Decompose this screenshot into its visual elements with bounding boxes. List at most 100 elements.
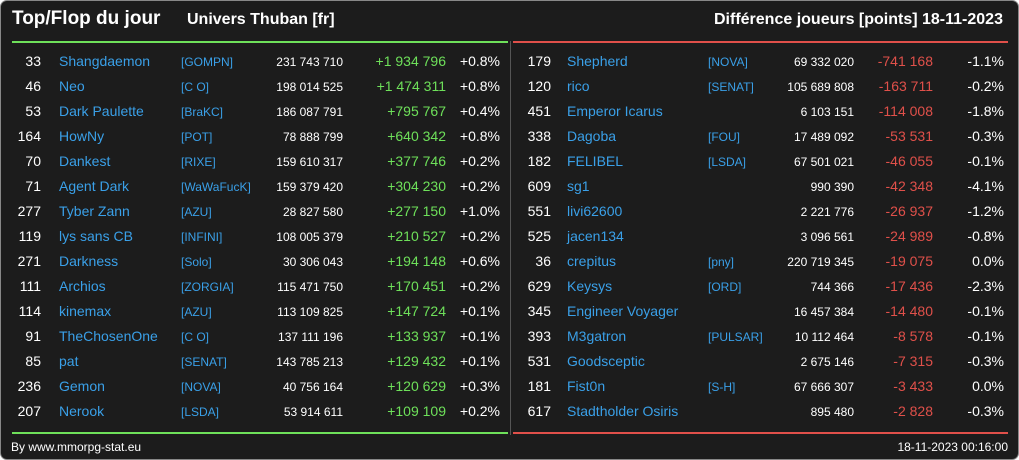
player-percent: +1.0% <box>459 203 500 219</box>
player-diff: -114 008 <box>878 103 933 119</box>
player-diff: -46 055 <box>885 153 933 169</box>
flop-table: 179 Shepherd [NOVA] 69 332 020 -741 168 -1.1%… <box>511 48 1018 423</box>
player-name-link[interactable]: lys sans CB <box>59 228 133 244</box>
player-percent: -0.3% <box>967 353 1004 369</box>
player-row: 181 Fist0n [S-H] 67 666 307 -3 433 0.0% <box>511 373 1018 398</box>
player-name-link[interactable]: Dankest <box>59 153 111 169</box>
player-row: 207 Nerook [LSDA] 53 914 611 +109 109 +0.2% <box>1 398 510 423</box>
player-name-link[interactable]: FELIBEL <box>567 153 624 169</box>
player-points: 28 827 580 <box>282 205 343 219</box>
player-alliance: [INFINI] <box>181 230 223 244</box>
player-percent: -0.1% <box>967 328 1004 344</box>
player-alliance: [GOMPN] <box>181 55 234 69</box>
player-points: 744 366 <box>810 280 854 294</box>
player-name-link[interactable]: rico <box>567 78 590 94</box>
player-alliance: [C O] <box>181 80 210 94</box>
player-diff: +109 109 <box>387 403 446 419</box>
player-percent: +0.8% <box>459 53 500 69</box>
player-diff: -163 711 <box>878 78 933 94</box>
player-name-link[interactable]: TheChosenOne <box>59 328 158 344</box>
player-name-link[interactable]: Archios <box>59 278 106 294</box>
player-alliance: [AZU] <box>181 305 212 319</box>
player-name-link[interactable]: kinemax <box>59 303 112 319</box>
player-row: 451 Emperor Icarus 6 103 151 -114 008 -1.8% <box>511 98 1018 123</box>
player-name-link[interactable]: Shepherd <box>567 53 628 69</box>
player-row: 114 kinemax [AZU] 113 109 825 +147 724 +0.1% <box>1 298 510 323</box>
player-rank: 451 <box>527 103 551 119</box>
player-name-link[interactable]: sg1 <box>567 178 590 194</box>
player-name-link[interactable]: Emperor Icarus <box>567 103 663 119</box>
player-points: 3 096 561 <box>800 230 854 244</box>
player-alliance: [NOVA] <box>181 380 221 394</box>
player-alliance: [ZORGIA] <box>181 280 234 294</box>
player-rank: 119 <box>18 228 41 244</box>
player-name-link[interactable]: Stadtholder Osiris <box>567 403 679 419</box>
player-diff: +277 150 <box>387 203 446 219</box>
player-diff: -17 436 <box>885 278 933 294</box>
player-percent: +0.1% <box>459 303 500 319</box>
player-points: 2 221 776 <box>800 205 854 219</box>
player-points: 220 719 345 <box>787 255 854 269</box>
player-points: 143 785 213 <box>276 355 343 369</box>
player-alliance: [S-H] <box>708 380 736 394</box>
player-diff: +1 934 796 <box>375 53 446 69</box>
player-name-link[interactable]: Goodsceptic <box>567 353 645 369</box>
player-name-link[interactable]: Dark Paulette <box>59 103 144 119</box>
player-percent: +0.6% <box>459 253 500 269</box>
player-row: 179 Shepherd [NOVA] 69 332 020 -741 168 -1.1% <box>511 48 1018 73</box>
player-rank: 114 <box>18 303 41 319</box>
player-points: 186 087 791 <box>276 105 343 119</box>
player-rank: 120 <box>527 78 551 94</box>
player-name-link[interactable]: Shangdaemon <box>59 53 151 69</box>
player-percent: -1.1% <box>967 53 1004 69</box>
player-points: 40 756 164 <box>282 380 343 394</box>
player-rank: 70 <box>25 153 41 169</box>
player-points: 6 103 151 <box>800 105 854 119</box>
player-percent: +0.8% <box>459 78 500 94</box>
player-row: 91 TheChosenOne [C O] 137 111 196 +133 937 +0… <box>1 323 510 348</box>
player-diff: -14 480 <box>885 303 933 319</box>
flop-footer-line <box>513 432 1008 434</box>
player-name-link[interactable]: Fist0n <box>567 378 606 394</box>
player-name-link[interactable]: Nerook <box>59 403 105 419</box>
player-name-link[interactable]: Engineer Voyager <box>567 303 679 319</box>
player-percent: -0.2% <box>967 78 1004 94</box>
player-rank: 525 <box>527 228 551 244</box>
player-percent: 0.0% <box>972 253 1004 269</box>
player-row: 182 FELIBEL [LSDA] 67 501 021 -46 055 -0.1% <box>511 148 1018 173</box>
player-name-link[interactable]: jacen134 <box>567 228 624 244</box>
player-points: 113 109 825 <box>277 305 343 319</box>
player-diff: +377 746 <box>387 153 446 169</box>
player-name-link[interactable]: Keysys <box>567 278 613 294</box>
player-diff: -53 531 <box>885 128 933 144</box>
player-percent: -4.1% <box>967 178 1004 194</box>
player-alliance: [FOU] <box>708 130 740 144</box>
player-name-link[interactable]: Tyber Zann <box>59 203 130 219</box>
player-diff: -741 168 <box>877 53 933 69</box>
player-rank: 531 <box>527 353 551 369</box>
header: Top/Flop du jour Univers Thuban [fr] Dif… <box>1 1 1018 41</box>
player-rank: 345 <box>527 303 551 319</box>
player-diff: +133 937 <box>387 328 446 344</box>
player-percent: -2.3% <box>967 278 1004 294</box>
player-row: 271 Darkness [Solo] 30 306 043 +194 148 +0.6% <box>1 248 510 273</box>
player-name-link[interactable]: livi62600 <box>567 203 623 219</box>
player-name-link[interactable]: pat <box>59 353 79 369</box>
player-name-link[interactable]: Gemon <box>59 378 105 394</box>
player-name-link[interactable]: Dagoba <box>567 128 617 144</box>
player-row: 236 Gemon [NOVA] 40 756 164 +120 629 +0.3% <box>1 373 510 398</box>
player-points: 17 489 092 <box>793 130 854 144</box>
player-name-link[interactable]: crepitus <box>567 253 617 269</box>
player-row: 70 Dankest [RIXE] 159 610 317 +377 746 +0.2% <box>1 148 510 173</box>
player-name-link[interactable]: Agent Dark <box>59 178 130 194</box>
player-rank: 179 <box>527 53 551 69</box>
player-points: 159 610 317 <box>276 155 343 169</box>
player-name-link[interactable]: Darkness <box>59 253 119 269</box>
player-name-link[interactable]: HowNy <box>59 128 105 144</box>
player-diff: -7 315 <box>893 353 933 369</box>
player-name-link[interactable]: Neo <box>59 78 85 94</box>
player-percent: +0.2% <box>459 278 500 294</box>
player-diff: +194 148 <box>387 253 446 269</box>
player-name-link[interactable]: M3gatron <box>567 328 627 344</box>
